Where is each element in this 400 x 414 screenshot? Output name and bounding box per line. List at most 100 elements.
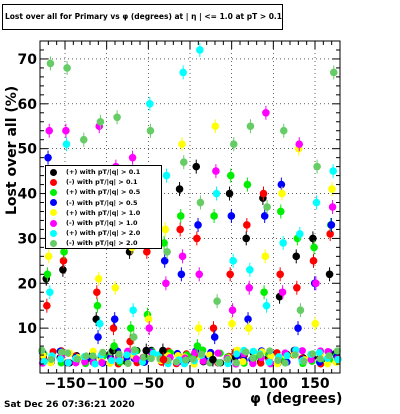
data-point [46, 288, 54, 297]
legend-entry: (-) with pT/|q| > 0.5 [46, 198, 161, 208]
noise-point [224, 355, 232, 363]
data-point [160, 239, 168, 247]
data-point [44, 153, 52, 162]
noise-point [256, 351, 264, 359]
data-point [229, 257, 237, 265]
y-tick-label: 10 [18, 321, 38, 337]
noise-point [38, 346, 46, 354]
data-point [177, 270, 186, 279]
data-point [62, 140, 71, 148]
noise-point [130, 346, 138, 354]
data-point [293, 283, 301, 292]
data-point [212, 167, 220, 175]
data-point [309, 257, 318, 265]
data-point [60, 248, 68, 256]
data-point [243, 180, 252, 189]
noise-point [123, 351, 131, 359]
noise-point [249, 360, 257, 368]
data-point [209, 324, 218, 332]
data-point [176, 225, 184, 234]
noise-point [47, 355, 55, 364]
legend-entry: (-) with pT/|q| > 0.1 [46, 177, 161, 187]
noise-point [249, 354, 257, 362]
noise-point [191, 349, 199, 357]
noise-point [309, 350, 317, 358]
data-point [276, 270, 284, 279]
data-point [279, 126, 288, 135]
data-point [109, 324, 118, 332]
legend-entry: (+) with pT/|q| > 0.5 [46, 187, 161, 197]
data-point [93, 301, 102, 310]
data-point [226, 270, 234, 279]
data-point [260, 288, 268, 297]
data-point [45, 126, 54, 135]
legend-entry: (-) with pT/|q| > 2.0 [46, 238, 161, 248]
noise-point [91, 360, 99, 368]
data-point [196, 46, 204, 54]
noise-point [214, 349, 222, 357]
data-point [278, 288, 287, 297]
data-point [160, 257, 169, 265]
noise-point [266, 347, 274, 355]
data-point [225, 189, 234, 198]
data-point [277, 180, 286, 189]
data-point [310, 243, 318, 252]
legend-label: (+) with pT/|q| > 1.0 [66, 208, 141, 217]
data-point [246, 266, 254, 274]
legend-label: (-) with pT/|q| > 0.5 [66, 198, 138, 207]
data-point [209, 355, 217, 364]
noise-point [323, 360, 332, 368]
data-point [93, 288, 101, 297]
legend-marker [50, 209, 57, 217]
data-point [62, 126, 70, 135]
data-point [210, 212, 218, 220]
legend-marker [50, 219, 57, 227]
data-point [94, 274, 103, 283]
noise-point [140, 353, 148, 361]
y-tick-label: 70 [18, 52, 38, 68]
data-point [159, 355, 168, 364]
data-point [161, 225, 170, 234]
data-point [59, 257, 68, 265]
data-point [294, 324, 302, 332]
data-point [329, 167, 337, 175]
noise-point [281, 359, 289, 367]
data-point [126, 324, 135, 332]
noise-point [57, 348, 66, 356]
x-axis-label: φ (degrees) [250, 391, 343, 407]
data-point [59, 266, 67, 274]
noise-point [257, 359, 265, 367]
data-point [163, 248, 171, 256]
data-point [327, 221, 336, 229]
data-point [309, 234, 317, 243]
data-point [143, 248, 151, 256]
data-point [146, 126, 155, 135]
data-point [162, 279, 170, 288]
data-point [128, 153, 137, 162]
data-point [262, 301, 271, 310]
data-point [159, 346, 167, 355]
x-tick-label: 150 [300, 376, 329, 392]
legend-marker [50, 178, 57, 186]
noise-point [147, 354, 155, 363]
data-point [178, 252, 187, 261]
data-point [110, 315, 119, 323]
data-point [261, 252, 270, 261]
noise-point [233, 350, 241, 358]
data-point [229, 140, 238, 148]
data-point [245, 283, 254, 292]
datestamp: Sat Dec 26 07:36:21 2020 [4, 400, 135, 410]
legend-label: (-) with pT/|q| > 2.0 [66, 239, 138, 248]
data-point [129, 306, 137, 314]
data-point [244, 315, 252, 323]
data-point [144, 315, 153, 323]
data-point [259, 189, 268, 198]
data-point [242, 234, 251, 243]
data-point [279, 239, 287, 247]
legend-label: (+) with pT/|q| > 0.5 [66, 188, 141, 197]
data-point [328, 185, 336, 193]
legend-marker [50, 239, 57, 247]
data-point [213, 297, 221, 306]
noise-point [333, 347, 341, 355]
noise-point [115, 350, 123, 358]
